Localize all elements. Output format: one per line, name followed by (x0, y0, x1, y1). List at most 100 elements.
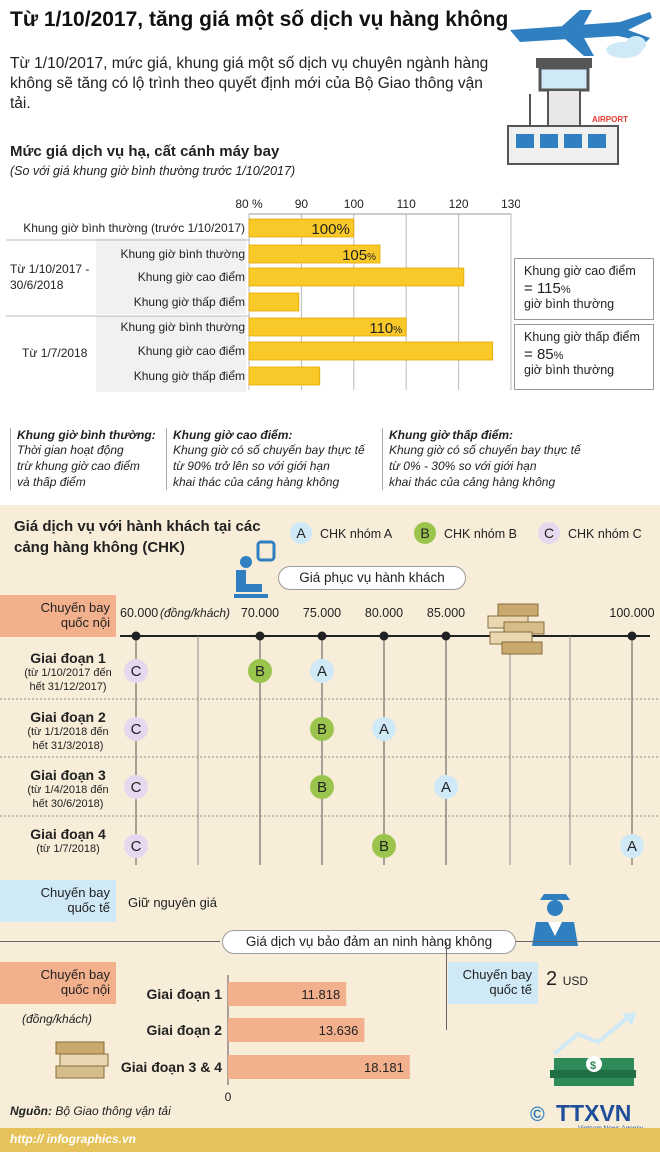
bar-value-label: 105% (342, 247, 376, 264)
bar (248, 267, 465, 287)
phase-2-label: Giai đoạn 2 (từ 1/1/2018 đến hết 31/3/20… (8, 709, 128, 753)
divider-line (0, 941, 220, 942)
data-point (124, 659, 148, 683)
landing-fee-chart: 80 % 90 100 110 120 130 Khung giờ bình thường … (6, 197, 520, 390)
data-point-label: A (317, 663, 327, 680)
security-intl-line: Chuyến bay (462, 967, 532, 982)
security-intl-line: quốc tế (489, 982, 532, 997)
data-point-label: C (131, 838, 142, 855)
divider-line (446, 942, 447, 1030)
peak-callout-value: = 115% (524, 280, 571, 297)
footer-url[interactable]: http:// infographics.vn (10, 1132, 136, 1146)
tick-marker (255, 631, 265, 641)
footer-bar (0, 1128, 660, 1152)
data-point-label: B (379, 838, 389, 855)
cloud-icon (606, 36, 646, 58)
airport-sign: AIRPORT (592, 115, 628, 124)
control-tower-icon (507, 58, 619, 165)
bar (228, 1055, 410, 1079)
phase-date: hết 31/12/2017) (29, 681, 107, 693)
section1-title: Mức giá dịch vụ hạ, cất cánh máy bay (10, 143, 280, 160)
x-tick-label: 75.000 (303, 606, 341, 620)
international-label-line: Chuyến bay (40, 885, 110, 900)
bar (248, 341, 494, 361)
x-tick-label: 80 % (235, 197, 263, 211)
x-tick-label: 130 (501, 197, 520, 211)
category-label: Giai đoạn 2 (147, 1022, 223, 1038)
domestic-label-line: quốc nội (60, 615, 110, 630)
data-point (248, 659, 272, 683)
legend-c-label: CHK nhóm C (568, 527, 642, 541)
phase-date: hết 31/3/2018) (32, 740, 104, 752)
tick-marker (441, 631, 451, 641)
plane-icon (510, 10, 652, 56)
data-point (372, 834, 396, 858)
passenger-seat-icon (234, 540, 276, 598)
bar (228, 1018, 365, 1042)
data-point (124, 717, 148, 741)
data-point-label: C (131, 779, 142, 796)
definition-line: từ 90% trở lên so với giới hạn (173, 459, 330, 473)
bar (248, 218, 355, 238)
airport-illustration: AIRPORT (507, 10, 652, 165)
international-label-line: quốc tế (67, 900, 110, 915)
security-officer-icon (532, 894, 578, 946)
definition-line: khai thác của cảng hàng không (173, 475, 340, 489)
definition-line: Khung giờ có số chuyến bay thực tế (389, 443, 581, 457)
security-title: Giá dịch vụ bảo đảm an ninh hàng không (222, 930, 516, 954)
legend-c-circle: C (538, 522, 560, 544)
security-fee-chart: 0 Giai đoạn 1 11.818 Giai đoạn 2 13.636 Giai … (121, 975, 410, 1104)
tick-marker (379, 631, 389, 641)
offpeak-callout-value: = 85% (524, 346, 564, 363)
bar-value-label: 13.636 (319, 1023, 359, 1038)
tick-marker (627, 631, 637, 641)
data-point-label: A (379, 721, 389, 738)
peak-callout-tail: giờ bình thường (524, 297, 615, 311)
money-stack-icon (487, 603, 545, 655)
group1-label: Từ 1/10/2017 - 30/6/2018 (10, 262, 90, 292)
bar-value-label: 11.818 (301, 987, 340, 1002)
phase-title: Giai đoạn 3 (30, 767, 106, 783)
data-point-label: C (131, 663, 142, 680)
x-tick-label: 100 (344, 197, 364, 211)
x-tick-label: 85.000 (427, 606, 465, 620)
category-label: Khung giờ bình thường (trước 1/10/2017) (23, 221, 245, 235)
group1-background (96, 238, 246, 314)
category-label: Khung giờ cao điểm (138, 344, 245, 358)
phase-date: (từ 1/1/2018 đến (27, 726, 109, 738)
data-point (434, 775, 458, 799)
x-unit-label: (đồng/khách) (160, 606, 230, 620)
definition-line: từ 0% - 30% so với giới hạn (389, 459, 537, 473)
definition-head: Khung giờ bình thường: (17, 428, 156, 442)
x-tick-label: 90 (295, 197, 309, 211)
data-point-label: B (255, 663, 265, 680)
definition-line: Khung giờ có số chuyến bay thực tế (173, 443, 365, 457)
phase-1-label: Giai đoạn 1 (từ 1/10/2017 đến hết 31/12/… (8, 650, 128, 694)
section2-title-line: Giá dịch vụ với hành khách tại các (14, 518, 261, 535)
group2-label: Từ 1/7/2018 (22, 346, 88, 360)
bar-value-label: 18.181 (364, 1060, 404, 1075)
data-point-label: A (441, 779, 451, 796)
legend-a-label: CHK nhóm A (320, 527, 393, 541)
category-label: Khung giờ bình thường (120, 320, 245, 334)
bar (228, 982, 347, 1006)
security-intl-label-box: Chuyến bay quốc tế (448, 962, 538, 1004)
phase-date: (từ 1/4/2018 đến (27, 784, 109, 796)
security-domestic-line: quốc nội (60, 982, 110, 997)
money-bundle-icon (55, 1041, 109, 1079)
copyright-icon: © (530, 1104, 545, 1126)
category-label: Khung giờ cao điểm (138, 270, 245, 284)
data-point (124, 775, 148, 799)
category-label: Khung giờ thấp điểm (134, 295, 245, 309)
data-point (620, 834, 644, 858)
category-label: Khung giờ thấp điểm (134, 369, 245, 383)
legend-b-label: CHK nhóm B (444, 527, 517, 541)
x-tick-label: 80.000 (365, 606, 403, 620)
x-tick-label: 100.000 (609, 606, 654, 620)
data-point-label: B (317, 721, 327, 738)
bar (248, 292, 300, 312)
legend-b-circle: B (414, 522, 436, 544)
international-label-box: Chuyến bay quốc tế (0, 880, 116, 922)
phase-3-label: Giai đoạn 3 (từ 1/4/2018 đến hết 30/6/20… (8, 767, 128, 811)
